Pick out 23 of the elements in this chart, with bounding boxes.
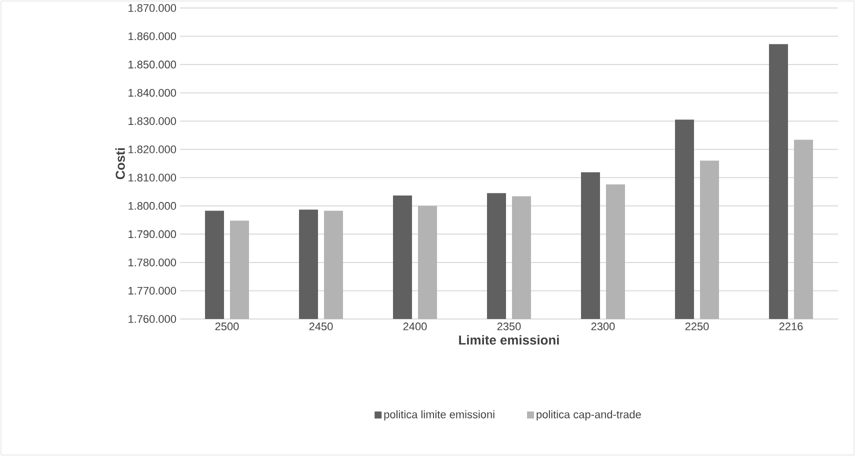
legend-label: politica cap-and-trade [536, 410, 641, 420]
y-tick-label: 1.850.000 [128, 60, 176, 68]
x-tick-label: 2450 [309, 322, 333, 330]
x-tick-label: 2350 [497, 322, 521, 330]
x-tick-label: 2400 [403, 322, 427, 330]
x-tick-label: 2300 [591, 322, 615, 330]
y-tick-label: 1.820.000 [128, 145, 176, 154]
x-tick-label: 2216 [779, 322, 803, 330]
legend-label: politica limite emissioni [384, 410, 494, 420]
y-axis-title: Costi [115, 148, 125, 180]
y-tick-label: 1.830.000 [128, 117, 176, 125]
y-tick-label: 1.770.000 [128, 286, 176, 295]
y-tick-label: 1.800.000 [128, 202, 176, 210]
y-tick-label: 1.870.000 [128, 4, 176, 12]
y-tick-label: 1.840.000 [128, 88, 176, 97]
y-tick-label: 1.760.000 [128, 315, 176, 323]
x-tick-label: 2500 [215, 322, 239, 330]
y-tick-label: 1.860.000 [128, 32, 176, 40]
x-axis-title: Limite emissioni [459, 335, 559, 345]
y-tick-label: 1.780.000 [128, 258, 176, 266]
x-tick-label: 2250 [685, 322, 709, 330]
y-tick-label: 1.790.000 [128, 230, 176, 238]
y-tick-label: 1.810.000 [128, 174, 176, 182]
